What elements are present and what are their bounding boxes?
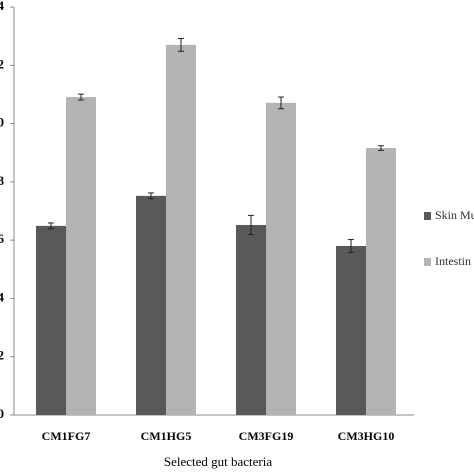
bar (366, 148, 396, 415)
bar (66, 97, 96, 416)
y-tick-label: 2 (0, 348, 4, 363)
x-tick-label: CM1FG7 (42, 429, 91, 443)
x-axis-title: Selected gut bacteria (164, 454, 273, 469)
x-tick-label: CM1HG5 (141, 429, 192, 443)
legend-label: Skin Mu (435, 208, 474, 222)
legend-swatch (424, 258, 431, 266)
y-tick-label: 8 (0, 173, 5, 188)
bar (236, 224, 266, 415)
x-tick-label: CM3HG10 (338, 429, 395, 443)
y-tick-label: 12 (0, 56, 4, 71)
legend-label: Intestin (435, 254, 471, 268)
y-tick-label: 14 (0, 0, 5, 13)
y-tick-label: 10 (0, 115, 4, 130)
y-tick-label: 6 (0, 231, 5, 246)
bar (166, 44, 196, 416)
bar (336, 245, 366, 415)
bar (136, 195, 166, 415)
y-tick-label: 0 (0, 406, 4, 421)
x-tick-label: CM3FG19 (239, 429, 294, 443)
bar (266, 102, 296, 415)
legend-swatch (424, 212, 431, 220)
y-tick-label: 4 (0, 289, 5, 304)
bar (36, 225, 66, 415)
